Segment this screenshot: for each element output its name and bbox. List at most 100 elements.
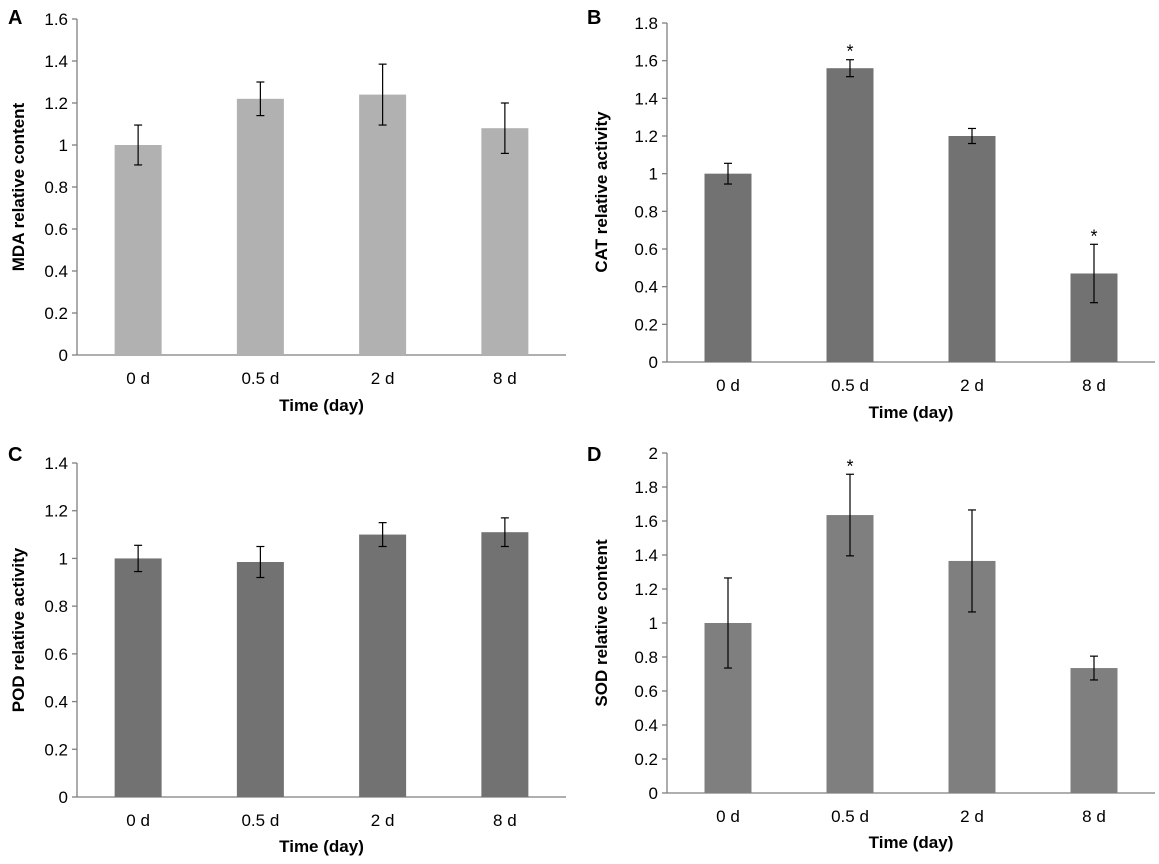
y-tick-label: 2 (649, 444, 658, 463)
y-tick-label: 0.4 (44, 262, 68, 281)
x-tick-label: 8 d (1082, 807, 1106, 826)
y-tick-label: 0.8 (634, 202, 658, 221)
x-axis-title: Time (day) (869, 833, 954, 852)
y-tick-label: 1.4 (634, 546, 658, 565)
bar (826, 68, 874, 362)
x-axis-title: Time (day) (279, 396, 364, 415)
bar (114, 145, 162, 355)
error-bar (1090, 655, 1098, 681)
x-tick-label: 0.5 d (241, 369, 279, 388)
panel-label: B (587, 7, 601, 29)
y-axis-title: SOD relative content (592, 539, 611, 707)
y-tick-label: 0 (649, 353, 658, 372)
y-tick-label: 0.4 (634, 278, 658, 297)
bar (1070, 668, 1118, 793)
x-tick-label: 0 d (126, 369, 150, 388)
error-bar (378, 63, 387, 126)
error-bar (256, 81, 265, 117)
x-tick-label: 8 d (1082, 376, 1106, 395)
y-tick-label: 1 (649, 614, 658, 633)
y-tick-label: 1.2 (634, 580, 658, 599)
y-tick-label: 0.2 (634, 315, 658, 334)
error-bar (134, 124, 143, 166)
y-tick-label: 0.8 (44, 178, 68, 197)
x-tick-label: 8 d (493, 369, 517, 388)
x-tick-label: 2 d (371, 369, 395, 388)
y-tick-label: 0 (59, 346, 68, 365)
y-tick-label: 0.6 (634, 240, 658, 259)
error-bar (846, 473, 854, 557)
y-axis-title: CAT relative activity (592, 111, 611, 273)
error-bar (378, 522, 387, 548)
y-tick-label: 1.4 (44, 52, 68, 71)
x-tick-label: 0 d (126, 811, 150, 830)
y-tick-label: 0.6 (634, 682, 658, 701)
y-tick-label: 0.2 (44, 304, 68, 323)
panel-b: B 0 0.2 0.4 0.6 0.8 1 1.2 1.4 1.6 1.8 0 d * 0.5 d 2 d *… (587, 7, 1155, 422)
panel-label: C (8, 444, 22, 466)
y-tick-label: 0 (649, 784, 658, 803)
y-tick-label: 1.6 (634, 52, 658, 71)
error-bar (846, 59, 854, 78)
y-tick-label: 0.8 (634, 648, 658, 667)
x-axis-title: Time (day) (279, 837, 364, 856)
y-tick-label: 1 (59, 549, 68, 568)
panel-d: D 0 0.2 0.4 0.6 0.8 1 1.2 1.4 1.6 1.8 2 0 d * 0.5 d 2 d… (587, 444, 1155, 852)
x-tick-label: 2 d (960, 376, 984, 395)
bar (359, 534, 407, 797)
bar (236, 98, 284, 356)
y-tick-label: 0.2 (44, 740, 68, 759)
error-bar (134, 544, 143, 573)
error-bar (968, 509, 976, 613)
y-tick-label: 1.4 (634, 89, 658, 108)
error-bar (256, 545, 265, 579)
y-axis-title: POD relative activity (9, 547, 28, 712)
bar (704, 173, 752, 362)
error-bar (724, 162, 732, 185)
error-bar (724, 577, 732, 669)
y-tick-label: 1.4 (44, 454, 68, 473)
y-tick-label: 0.4 (44, 693, 68, 712)
error-bar (500, 102, 509, 154)
y-tick-label: 1.6 (44, 10, 68, 29)
panel-c: C 0 0.2 0.4 0.6 0.8 1 1.2 1.4 0 d 0.5 d 2 d 8 d Time … (8, 444, 566, 856)
y-tick-label: 0.2 (634, 750, 658, 769)
y-tick-label: 0.4 (634, 716, 658, 735)
y-axis-title: MDA relative content (9, 102, 28, 271)
bar (359, 94, 407, 355)
panel-label: A (8, 7, 22, 29)
x-tick-label: 2 d (960, 807, 984, 826)
bar (826, 515, 874, 793)
x-tick-label: 8 d (493, 811, 517, 830)
panel-a: A 0 0.2 0.4 0.6 0.8 1 1.2 1.4 1.6 0 d 0.5 d 2 d 8 d Ti… (8, 7, 566, 415)
y-tick-label: 1 (59, 136, 68, 155)
x-axis-title: Time (day) (869, 403, 954, 422)
y-tick-label: 1 (649, 165, 658, 184)
x-tick-label: 0.5 d (241, 811, 279, 830)
x-tick-label: 0.5 d (831, 807, 869, 826)
y-tick-label: 1.2 (44, 502, 68, 521)
bar (481, 532, 529, 797)
error-bar (1090, 243, 1098, 304)
y-tick-label: 0 (59, 788, 68, 807)
significance-marker: * (1090, 226, 1097, 246)
panel-label: D (587, 444, 601, 466)
y-tick-label: 0.6 (44, 220, 68, 239)
y-tick-label: 1.2 (44, 94, 68, 113)
y-tick-label: 1.8 (634, 478, 658, 497)
y-tick-label: 1.6 (634, 512, 658, 531)
significance-marker: * (846, 42, 853, 62)
y-tick-label: 0.8 (44, 597, 68, 616)
error-bar (500, 517, 509, 548)
significance-marker: * (846, 456, 853, 476)
x-tick-label: 0.5 d (831, 376, 869, 395)
y-tick-label: 1.8 (634, 14, 658, 33)
x-tick-label: 0 d (716, 376, 740, 395)
bar (236, 562, 284, 797)
x-tick-label: 2 d (371, 811, 395, 830)
bar (948, 136, 996, 362)
bar (481, 128, 529, 355)
y-tick-label: 0.6 (44, 645, 68, 664)
x-tick-label: 0 d (716, 807, 740, 826)
